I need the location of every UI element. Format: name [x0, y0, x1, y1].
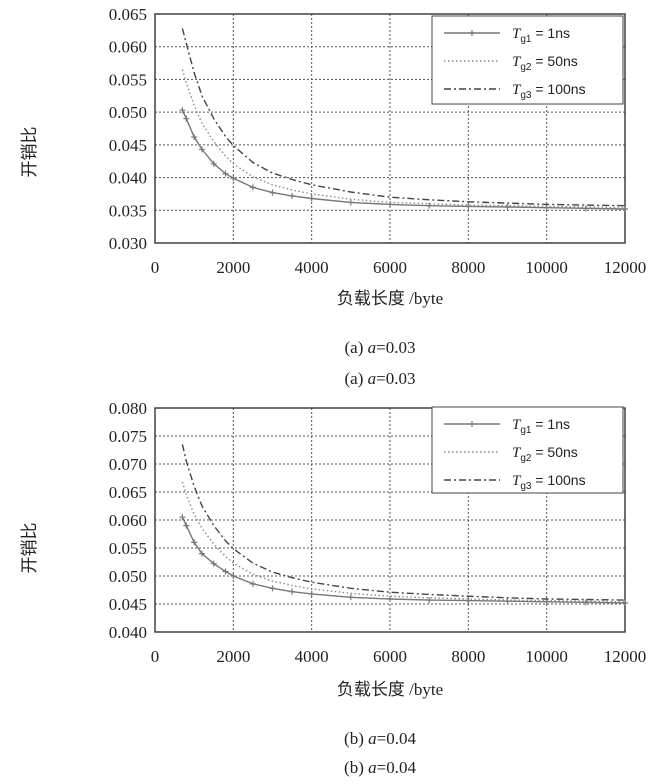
series-point	[210, 560, 217, 567]
series-point	[210, 160, 217, 167]
series-line-2	[181, 69, 626, 209]
x-tick-label: 6000	[373, 647, 407, 666]
y-tick-label: 0.060	[109, 38, 147, 57]
y-tick-label: 0.045	[109, 595, 147, 614]
x-tick-label: 12000	[604, 647, 647, 666]
series-point	[347, 594, 354, 601]
series-point	[222, 568, 229, 575]
y-tick-label: 0.075	[109, 427, 147, 446]
y-tick-label: 0.065	[109, 5, 147, 24]
series-point	[230, 175, 237, 182]
series-point	[543, 598, 550, 605]
y-tick-label: 0.035	[109, 201, 147, 220]
legend-label-1: Tg1 = 1ns	[512, 416, 570, 436]
series-point	[179, 107, 186, 114]
figure-caption: (b) a=0.04	[344, 758, 416, 777]
series-point	[622, 205, 628, 212]
series-point	[426, 202, 433, 209]
series-point	[249, 184, 256, 191]
x-tick-label: 10000	[525, 647, 568, 666]
series-line-3	[181, 444, 626, 601]
series-point	[183, 115, 190, 122]
y-tick-label: 0.040	[109, 169, 147, 188]
legend-label-2: Tg2 = 50ns	[512, 53, 578, 73]
series-point	[582, 599, 589, 606]
series-line-2	[181, 481, 626, 603]
series-point	[199, 550, 205, 557]
series-point	[504, 204, 511, 211]
series-point	[347, 199, 354, 206]
series-point	[230, 573, 237, 579]
legend-label-3: Tg3 = 100ns	[512, 472, 586, 492]
legend-marker	[469, 30, 475, 36]
figure-caption: (b) a=0.04	[344, 729, 416, 748]
y-tick-label: 0.045	[109, 136, 147, 155]
y-tick-label: 0.030	[109, 234, 147, 253]
y-axis-title: 开销比	[20, 523, 39, 574]
x-tick-label: 10000	[525, 258, 568, 277]
series-point	[183, 522, 190, 529]
series-point	[622, 599, 628, 606]
x-tick-label: 12000	[604, 258, 647, 277]
series-point	[308, 590, 315, 597]
x-tick-label: 4000	[295, 647, 329, 666]
series-point	[426, 597, 433, 604]
plot-frame	[154, 13, 626, 244]
y-tick-label: 0.055	[109, 70, 147, 89]
series-point	[199, 146, 205, 153]
series-point	[465, 203, 472, 210]
chart-panel-0: 0.030 0.035 0.040 0.045 0.050 0.055 0.060 0.065…	[20, 5, 646, 388]
series-point	[249, 580, 256, 587]
y-tick-label: 0.050	[109, 103, 147, 122]
figure-caption: (a) a=0.03	[345, 338, 416, 357]
legend-label-2: Tg2 = 50ns	[512, 444, 578, 464]
series-point	[465, 597, 472, 604]
series-point	[543, 204, 550, 211]
x-tick-label: 8000	[451, 647, 485, 666]
figure-caption: (a) a=0.03	[345, 369, 416, 388]
plot-frame	[154, 407, 626, 633]
series-point	[269, 189, 276, 196]
series-point	[504, 598, 511, 605]
x-tick-label: 0	[151, 647, 160, 666]
series-line-3	[181, 28, 626, 207]
y-tick-label: 0.080	[109, 399, 147, 418]
legend-box	[431, 406, 624, 494]
legend-marker	[469, 421, 475, 427]
series-point	[308, 195, 315, 202]
x-axis-title: 负载长度 /byte	[337, 289, 443, 308]
y-tick-label: 0.050	[109, 567, 147, 586]
x-axis-title: 负载长度 /byte	[337, 680, 443, 699]
series-point	[289, 588, 296, 595]
y-tick-label: 0.070	[109, 455, 147, 474]
x-tick-label: 0	[151, 258, 160, 277]
x-tick-label: 2000	[216, 647, 250, 666]
series-point	[191, 134, 198, 141]
x-tick-label: 6000	[373, 258, 407, 277]
series-point	[191, 539, 198, 546]
series-point	[387, 595, 393, 602]
x-tick-label: 8000	[451, 258, 485, 277]
legend-label-3: Tg3 = 100ns	[512, 81, 586, 101]
y-tick-label: 0.055	[109, 539, 147, 558]
series-point	[222, 170, 229, 177]
chart-panel-1: 0.040 0.045 0.050 0.055 0.060 0.065 0.070 0.075…	[20, 399, 646, 777]
y-tick-label: 0.040	[109, 623, 147, 642]
legend-label-1: Tg1 = 1ns	[512, 25, 570, 45]
x-tick-label: 2000	[216, 258, 250, 277]
y-axis-title: 开销比	[20, 127, 39, 178]
x-tick-label: 4000	[295, 258, 329, 277]
series-point	[179, 514, 186, 521]
series-point	[269, 585, 276, 592]
series-point	[289, 192, 296, 199]
y-tick-label: 0.060	[109, 511, 147, 530]
y-tick-label: 0.065	[109, 483, 147, 502]
